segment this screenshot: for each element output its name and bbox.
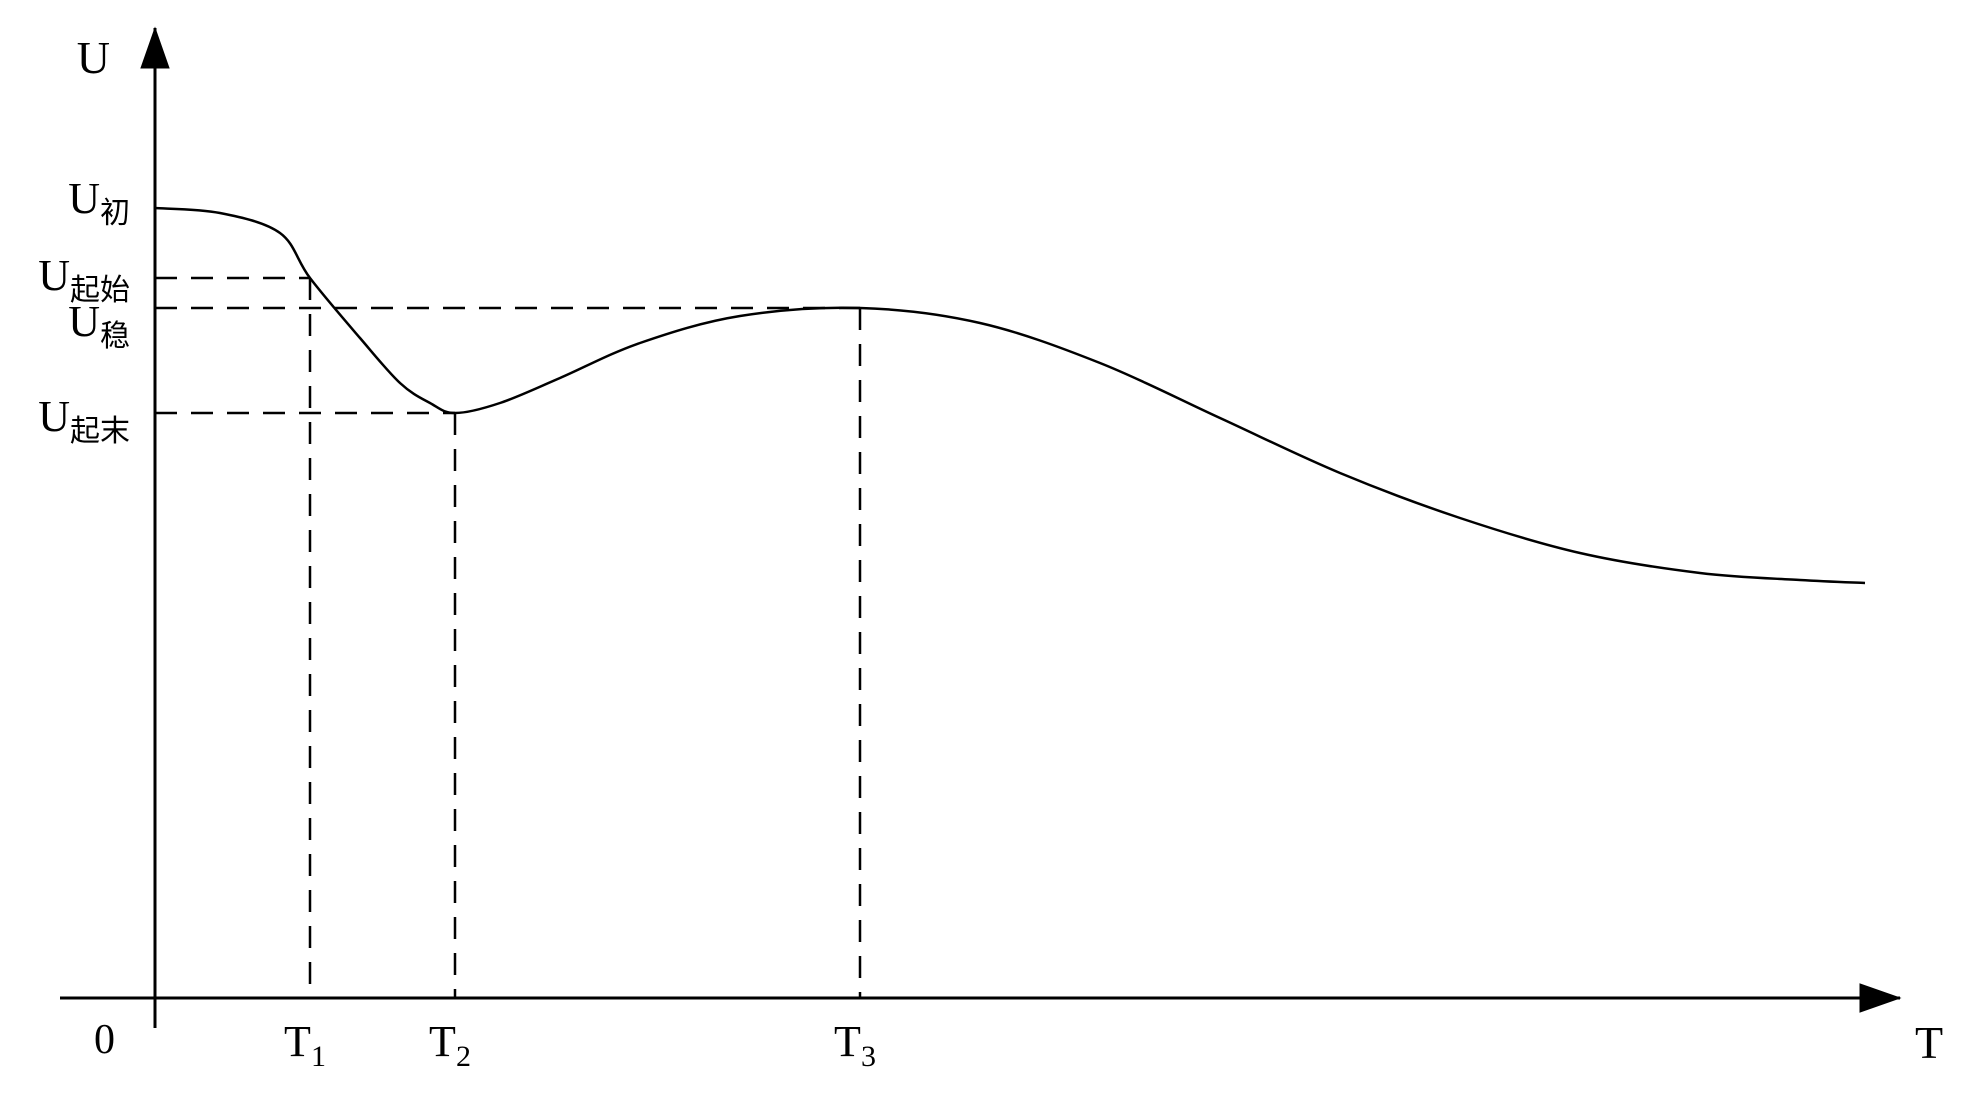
label-t2: T2	[429, 1017, 471, 1073]
label-t3: T3	[834, 1017, 876, 1073]
origin-label: 0	[94, 1017, 115, 1063]
label-t1: T1	[284, 1017, 326, 1073]
label-u-initial: U初	[68, 174, 130, 230]
label-u-end: U起末	[38, 392, 130, 448]
x-axis-label: T	[1915, 1017, 1943, 1068]
voltage-time-chart: U T 0 U初 U起始 U稳 U起末 T1 T2 T3	[0, 0, 1979, 1100]
y-axis-label: U	[77, 32, 110, 83]
chart-svg: U T 0 U初 U起始 U稳 U起末 T1 T2 T3	[0, 0, 1979, 1095]
x-axis-arrowhead	[1860, 984, 1900, 1012]
y-axis-arrowhead	[141, 28, 169, 68]
voltage-curve	[155, 208, 1865, 583]
